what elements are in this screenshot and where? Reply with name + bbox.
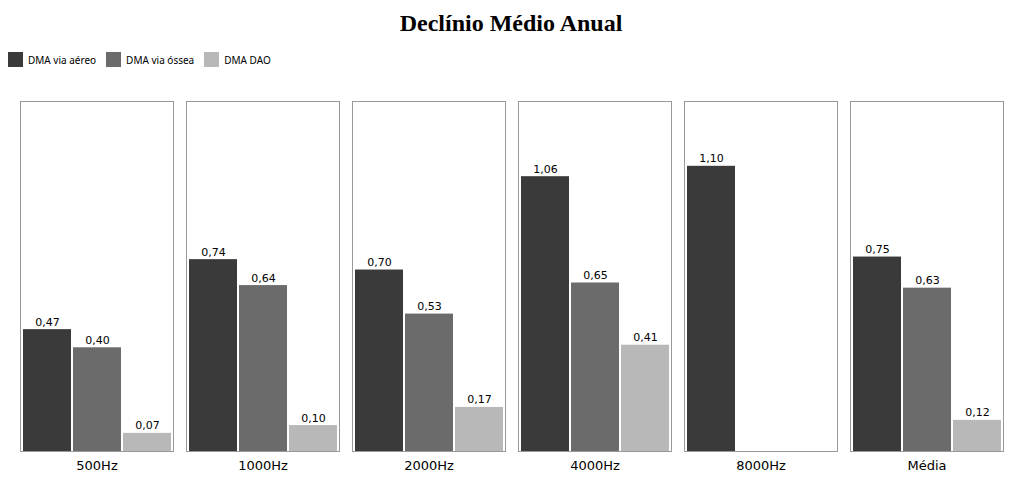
svg-text:4000Hz: 4000Hz <box>570 458 620 473</box>
svg-text:0,75: 0,75 <box>865 243 890 256</box>
html-text:DMA via óssea: DMA via óssea <box>126 52 195 67</box>
svg-text:Média: Média <box>907 458 946 473</box>
svg-text:0,17: 0,17 <box>467 393 492 406</box>
svg-text:1,10: 1,10 <box>699 152 724 165</box>
svg-text:0,53: 0,53 <box>417 300 442 313</box>
svg-text:0,40: 0,40 <box>85 334 110 347</box>
svg-text:0,63: 0,63 <box>915 274 940 287</box>
svg-text:0,07: 0,07 <box>135 419 160 432</box>
html-text:Declínio Médio Anual: Declínio Médio Anual <box>399 10 623 36</box>
svg-text:0,70: 0,70 <box>367 256 392 269</box>
svg-text:8000Hz: 8000Hz <box>736 458 786 473</box>
svg-text:0,12: 0,12 <box>965 406 990 419</box>
svg-text:1,06: 1,06 <box>533 163 558 176</box>
svg-text:0,65: 0,65 <box>583 269 608 282</box>
html-text:DMA via aéreo: DMA via aéreo <box>28 52 97 67</box>
html-text:DMA DAO: DMA DAO <box>224 52 271 67</box>
svg-text:2000Hz: 2000Hz <box>404 458 454 473</box>
svg-text:1000Hz: 1000Hz <box>238 458 288 473</box>
svg-text:0,74: 0,74 <box>201 246 226 259</box>
svg-text:0,41: 0,41 <box>633 331 658 344</box>
svg-text:0,10: 0,10 <box>301 412 326 425</box>
svg-text:500Hz: 500Hz <box>76 458 118 473</box>
svg-text:0,64: 0,64 <box>251 272 276 285</box>
svg-text:0,47: 0,47 <box>35 316 60 329</box>
